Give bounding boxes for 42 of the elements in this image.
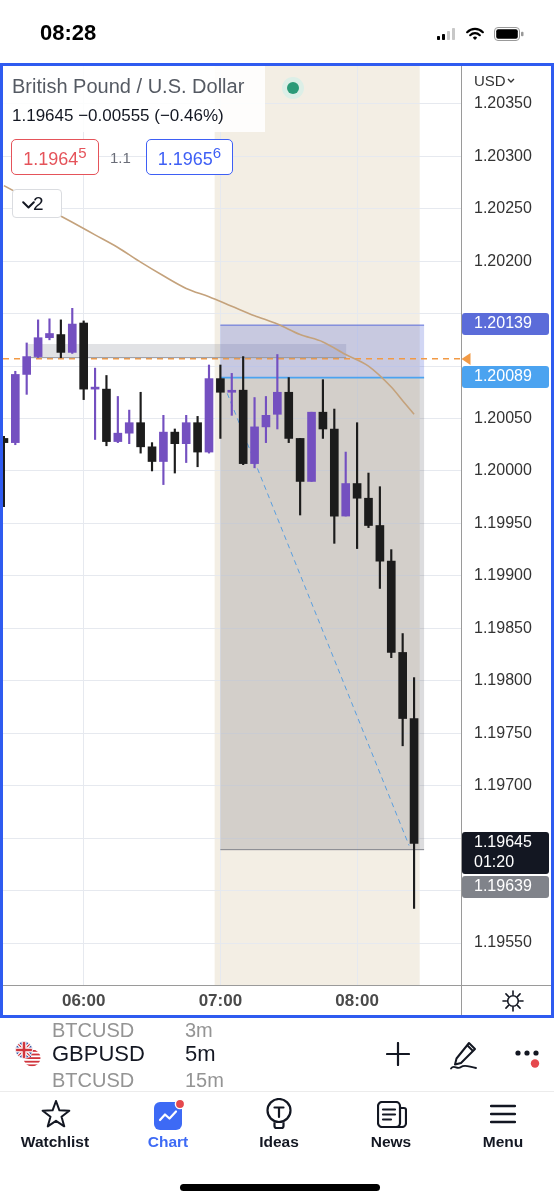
text: 1.19645 01:20: [474, 833, 532, 871]
text: 3m: [185, 1019, 213, 1042]
x-tick-label: 06:00: [61, 990, 106, 1010]
text: 1.20089: [474, 367, 532, 385]
text: News: [370, 1133, 412, 1151]
y-tick-label: 1.19550: [474, 933, 532, 951]
annotation: 1.1: [110, 149, 131, 167]
y-tick-label: 1.19700: [474, 776, 532, 794]
text: British Pound / U.S. Dollar: [12, 75, 245, 98]
y-tick-label: 1.20000: [474, 461, 532, 479]
text: GBPUSD: [52, 1041, 145, 1067]
y-tick-label: 1.19950: [474, 513, 532, 531]
text: 15m: [185, 1069, 224, 1092]
y-tick-label: 1.20350: [474, 94, 532, 112]
y-axis-title: USD: [474, 72, 506, 90]
y-tick-label: 1.20200: [474, 251, 532, 269]
text: BTCUSD: [52, 1019, 135, 1042]
y-tick-label: 1.19850: [474, 618, 532, 636]
y-tick-label: 1.20300: [474, 146, 532, 164]
text: Menu: [482, 1133, 524, 1151]
annotation: 1.1965$^{6}$: [157, 144, 222, 170]
y-tick-label: 1.19800: [474, 671, 532, 689]
text: 08:28: [40, 20, 97, 46]
price-box: 1.1965$^{6}$: [146, 139, 233, 175]
text: Chart: [147, 1133, 189, 1151]
annotation: 1.1964$^{5}$: [23, 144, 87, 170]
text: BTCUSD: [52, 1069, 135, 1092]
annotation: 2: [33, 192, 44, 215]
text: 1.20139: [474, 314, 532, 332]
text: 1.19639: [474, 877, 532, 895]
text: 1.19645 −0.00555 (−0.46%): [12, 106, 224, 126]
price-box: 1.1964$^{5}$: [11, 139, 99, 175]
text: 5m: [185, 1041, 216, 1067]
y-tick-label: 1.19750: [474, 723, 532, 741]
x-tick-label: 08:00: [335, 990, 379, 1010]
text: Ideas: [259, 1133, 299, 1151]
text: Watchlist: [20, 1133, 90, 1151]
collapse-button: 2: [12, 189, 62, 218]
y-tick-label: 1.20050: [474, 408, 532, 426]
x-tick-label: 07:00: [198, 990, 243, 1010]
y-tick-label: 1.20250: [474, 199, 532, 217]
y-tick-label: 1.19900: [474, 566, 532, 584]
